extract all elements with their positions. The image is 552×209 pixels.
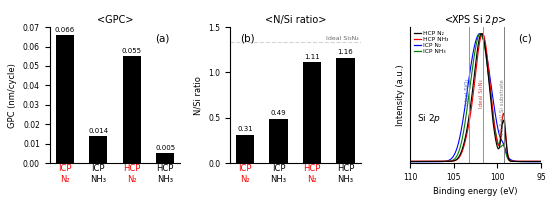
- Title: <GPC>: <GPC>: [97, 15, 133, 25]
- Text: 0.055: 0.055: [122, 48, 142, 54]
- Y-axis label: Intensity (a.u.): Intensity (a.u.): [396, 64, 405, 126]
- Bar: [336, 58, 355, 163]
- Text: 1.16: 1.16: [338, 49, 353, 55]
- Bar: [269, 119, 288, 163]
- Text: 0.49: 0.49: [271, 110, 286, 116]
- Bar: [123, 56, 141, 163]
- Text: Si $2p$: Si $2p$: [417, 112, 441, 125]
- Text: (c): (c): [518, 34, 532, 44]
- Text: 0.014: 0.014: [88, 128, 108, 134]
- Text: Ideal SiO₂: Ideal SiO₂: [465, 79, 470, 105]
- Text: (a): (a): [156, 34, 170, 44]
- Bar: [303, 62, 321, 163]
- Text: Ideal Si₃N₄: Ideal Si₃N₄: [479, 79, 484, 108]
- Text: 99.3 eV Si substrate: 99.3 eV Si substrate: [500, 79, 505, 135]
- Text: 0.005: 0.005: [155, 145, 176, 151]
- Text: Ideal Si₃N₄: Ideal Si₃N₄: [326, 36, 359, 41]
- Bar: [56, 35, 74, 163]
- Title: <N/Si ratio>: <N/Si ratio>: [264, 15, 326, 25]
- Bar: [156, 153, 174, 163]
- Text: 0.31: 0.31: [237, 126, 253, 132]
- Legend: HCP N₂, HCP NH₃, ICP N₂, ICP NH₃: HCP N₂, HCP NH₃, ICP N₂, ICP NH₃: [413, 30, 449, 54]
- Bar: [89, 136, 108, 163]
- Bar: [236, 135, 254, 163]
- X-axis label: Binding energy (eV): Binding energy (eV): [433, 187, 518, 196]
- Title: <XPS Si $2p$>: <XPS Si $2p$>: [444, 13, 507, 27]
- Text: 0.066: 0.066: [55, 27, 75, 33]
- Text: (b): (b): [241, 34, 255, 44]
- Y-axis label: N/Si ratio: N/Si ratio: [194, 76, 203, 115]
- Y-axis label: GPC (nm/cycle): GPC (nm/cycle): [8, 63, 18, 127]
- Text: 1.11: 1.11: [304, 54, 320, 60]
